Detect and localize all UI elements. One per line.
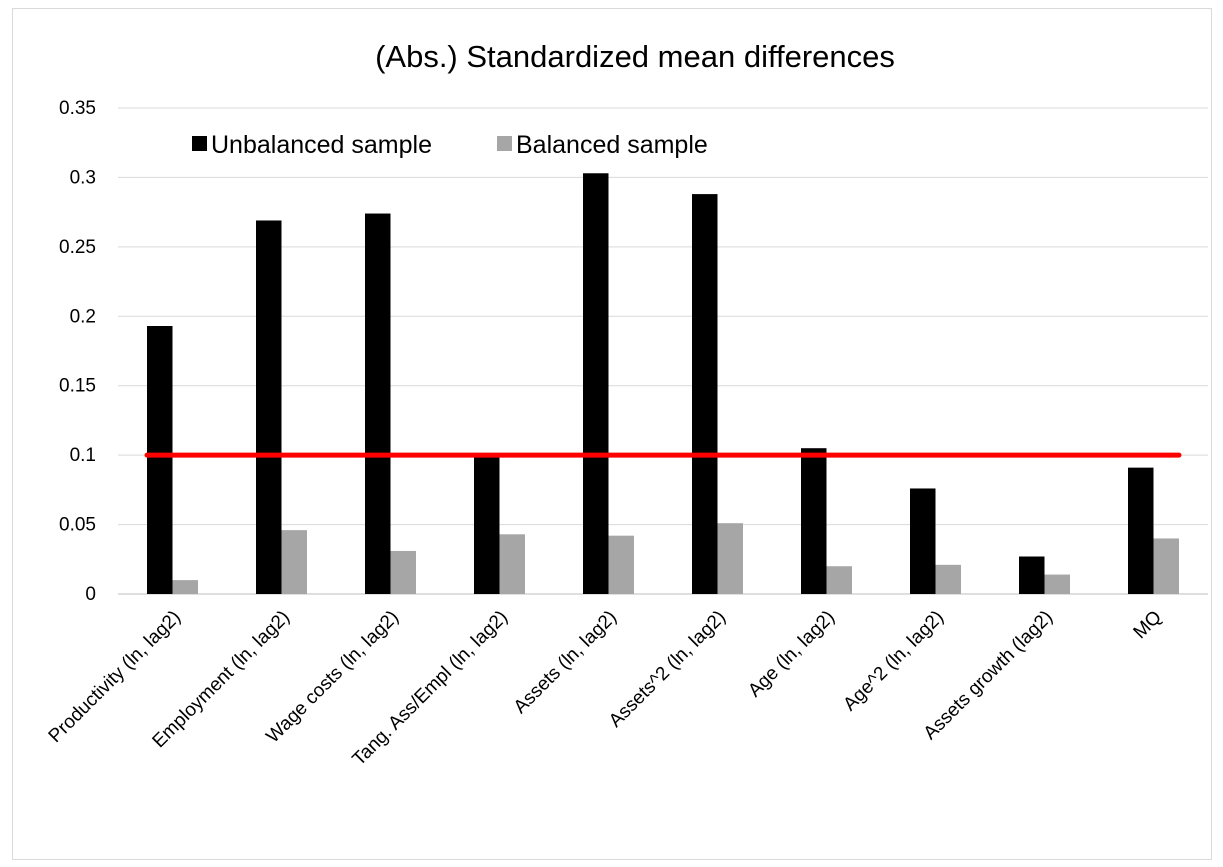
bar-unbalanced [1019, 556, 1045, 594]
bar-unbalanced [692, 194, 718, 594]
bar-balanced [608, 535, 634, 594]
y-tick-label: 0.15 [59, 376, 96, 397]
legend-label: Unbalanced sample [211, 131, 432, 159]
bar-unbalanced [474, 455, 500, 594]
bar-unbalanced [256, 220, 282, 594]
legend-label: Balanced sample [516, 131, 708, 159]
legend: Unbalanced sample Balanced sample [192, 131, 708, 159]
legend-swatch [497, 136, 512, 151]
bar-unbalanced [801, 448, 827, 594]
x-category-label: Assets (ln, lag2) [510, 607, 621, 718]
chart-title: (Abs.) Standardized mean differences [375, 39, 895, 74]
chart-frame [12, 8, 1212, 860]
y-tick-label: 0.1 [70, 445, 96, 466]
legend-swatch [192, 136, 207, 151]
x-category-label: MQ [1130, 607, 1166, 643]
y-tick-label: 0.2 [70, 306, 96, 327]
bar-balanced [281, 530, 307, 594]
bar-balanced [390, 550, 416, 594]
x-axis-labels: Productivity (ln, lag2)Employment (ln, l… [45, 607, 1166, 770]
bar-unbalanced [910, 488, 936, 594]
bar-balanced [935, 564, 961, 594]
x-category-label: Age (ln, lag2) [744, 607, 839, 702]
y-tick-label: 0.3 [70, 167, 96, 188]
bars [147, 173, 1179, 594]
bar-unbalanced [1128, 467, 1154, 594]
bar-unbalanced [583, 173, 609, 594]
x-category-label: Assets^2 (ln, lag2) [605, 607, 730, 732]
y-tick-label: 0.05 [59, 515, 96, 536]
y-tick-label: 0.25 [59, 237, 96, 258]
bar-balanced [1153, 538, 1179, 594]
bar-unbalanced [365, 213, 391, 594]
x-category-label: Age^2 (ln, lag2) [839, 607, 948, 716]
bar-balanced [172, 580, 198, 594]
y-tick-label: 0 [85, 584, 96, 605]
y-axis-ticks: 0 0.05 0.1 0.15 0.2 0.25 0.3 0.35 [59, 98, 96, 605]
bar-unbalanced [147, 326, 173, 594]
bar-balanced [717, 523, 743, 594]
bar-balanced [826, 566, 852, 594]
y-tick-label: 0.35 [59, 98, 96, 119]
bar-balanced [499, 534, 525, 594]
bar-balanced [1044, 574, 1070, 594]
